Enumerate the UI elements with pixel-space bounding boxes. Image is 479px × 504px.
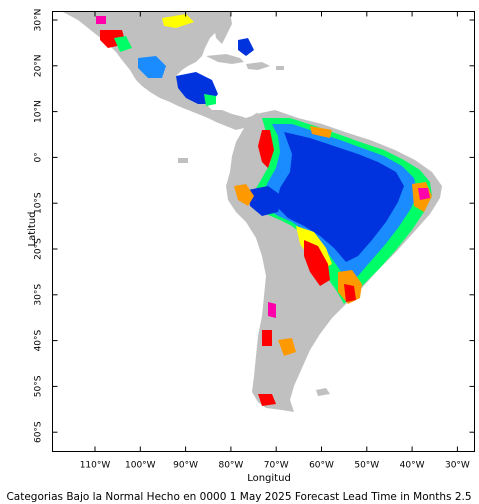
- band-ne-brazil-magenta: [418, 188, 430, 200]
- figure-caption: Categorias Bajo la Normal Hecho en 0000 …: [6, 491, 471, 503]
- lon-tick-label: 100°W: [125, 461, 156, 471]
- lat-tick-label: 20°N: [34, 54, 44, 77]
- band-patagonia: [278, 338, 296, 356]
- band-andes-north: [234, 184, 254, 206]
- lat-tick-label: 60°S: [34, 421, 44, 443]
- land-cuba: [206, 54, 244, 64]
- y-axis-title: Latitud: [27, 211, 38, 246]
- band-mexico-west-green: [114, 36, 132, 52]
- land-puerto-rico: [276, 66, 284, 70]
- below-normal-amazon-core: [276, 132, 404, 262]
- lon-tick-label: 80°W: [218, 461, 243, 471]
- lon-tick-label: 60°W: [309, 461, 334, 471]
- land-falklands: [316, 388, 330, 396]
- lat-tick-label: 10°S: [34, 192, 44, 214]
- lon-tick-label: 110°W: [80, 461, 111, 471]
- land-galapagos: [178, 158, 188, 163]
- lat-tick-label: 30°S: [34, 284, 44, 306]
- band-uruguay-red: [344, 284, 356, 302]
- band-mexico-north: [162, 14, 194, 28]
- lat-tick-label: 20°S: [34, 238, 44, 260]
- band-central-america-edge: [204, 94, 216, 106]
- below-normal-mexico: [138, 56, 166, 78]
- band-mexico-magenta: [96, 16, 106, 24]
- band-chile-magenta: [268, 302, 276, 318]
- band-peru-coast: [258, 130, 274, 168]
- lon-tick-label: 30°W: [445, 461, 470, 471]
- lat-tick-label: 10°N: [34, 100, 44, 123]
- lon-tick-label: 40°W: [400, 461, 425, 471]
- map-frame: [52, 11, 475, 452]
- lat-tick-label: 0°: [34, 152, 44, 162]
- band-patagonia-red: [262, 330, 272, 346]
- band-guyana: [310, 126, 332, 138]
- lat-tick-label: 50°S: [34, 375, 44, 397]
- land-florida: [214, 12, 232, 44]
- map-area: [63, 12, 442, 412]
- band-tierra-del-fuego: [258, 394, 276, 406]
- lat-tick-label: 30°N: [34, 9, 44, 32]
- lon-tick-label: 70°W: [264, 461, 289, 471]
- band-paraguay-red: [304, 240, 330, 286]
- lon-tick-label: 50°W: [354, 461, 379, 471]
- lat-tick-label: 40°S: [34, 329, 44, 351]
- below-normal-west-amazon: [248, 186, 282, 216]
- latitude-ticks: 30°N 20°N 10°N 0° 10°S 20°S 30°S 40°S 50°S 60°S: [34, 9, 475, 443]
- longitude-ticks: 110°W 100°W 90°W 80°W 70°W 60°W 50°W 40°W 30°W: [80, 11, 470, 471]
- lon-tick-label: 90°W: [173, 461, 198, 471]
- below-normal-cuba: [238, 38, 254, 56]
- x-axis-title: Longitud: [247, 473, 291, 484]
- land-hispaniola: [246, 62, 270, 70]
